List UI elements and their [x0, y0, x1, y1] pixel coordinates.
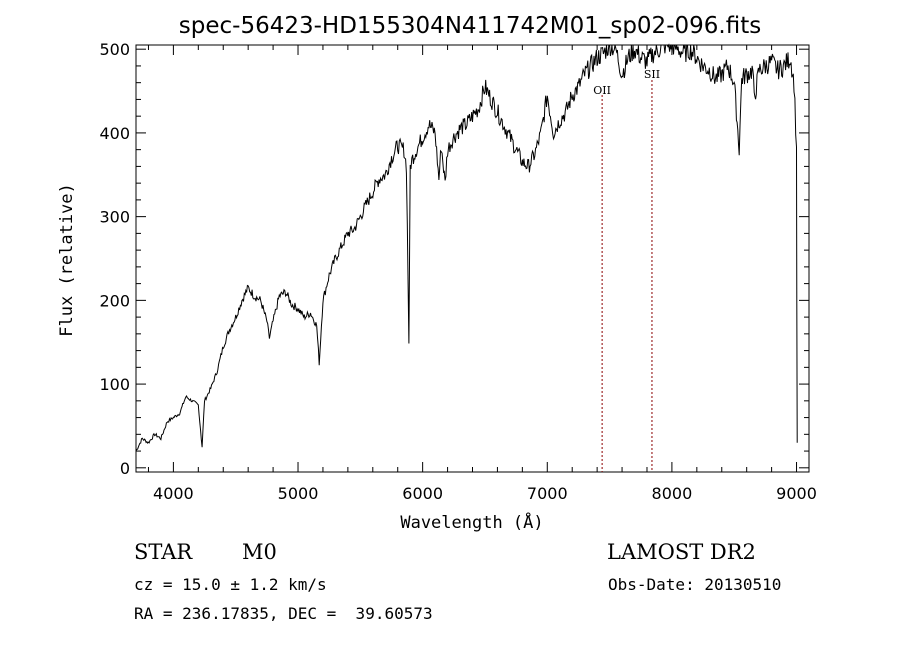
y-tick-label: 300	[99, 208, 130, 227]
y-tick-label: 400	[99, 124, 130, 143]
y-tick-label: 0	[120, 459, 130, 478]
y-axis-label: Flux (relative)	[57, 183, 77, 337]
y-tick-label: 100	[99, 375, 130, 394]
y-tick-label: 200	[99, 291, 130, 310]
survey-name: LAMOST DR2	[607, 540, 756, 564]
x-tick-label: 8000	[652, 484, 693, 503]
x-axis: 4000 5000 6000 7000 8000 9000	[147, 45, 817, 503]
emission-line-markers: OII SII	[593, 68, 660, 472]
redshift-velocity: cz = 15.0 ± 1.2 km/s	[134, 575, 327, 594]
marker-label-sii: SII	[644, 68, 660, 81]
x-tick-label: 7000	[527, 484, 568, 503]
x-tick-label: 5000	[278, 484, 319, 503]
y-axis: 0 100 200 300 400 500	[99, 40, 809, 478]
observation-date: Obs-Date: 20130510	[608, 575, 782, 594]
plot-frame	[135, 44, 810, 473]
x-tick-label: 9000	[776, 484, 817, 503]
x-tick-label: 4000	[153, 484, 194, 503]
coordinates: RA = 236.17835, DEC = 39.60573	[134, 604, 433, 623]
object-class: STAR	[134, 540, 193, 564]
chart-title: spec-56423-HD155304N411742M01_sp02-096.f…	[179, 13, 761, 39]
x-tick-label: 6000	[402, 484, 443, 503]
marker-label-oii: OII	[593, 84, 611, 97]
x-axis-label: Wavelength (Å)	[400, 511, 543, 533]
spectrum-line	[135, 43, 798, 452]
subclass: M0	[242, 540, 277, 564]
y-tick-label: 500	[99, 40, 130, 59]
